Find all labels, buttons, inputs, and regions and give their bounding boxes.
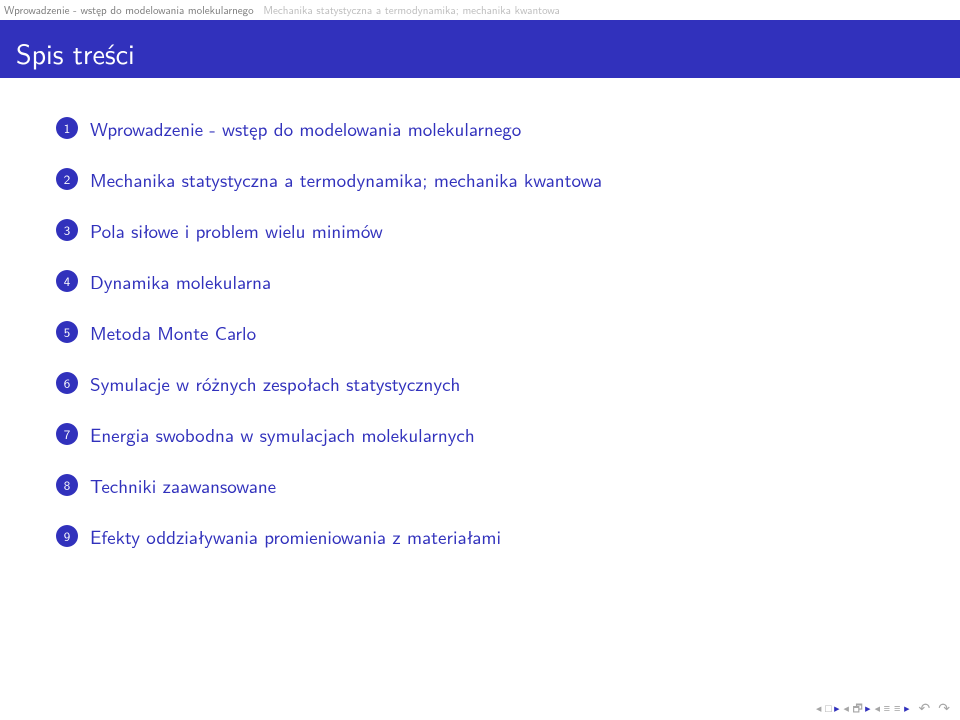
toc-item[interactable]: 8 Techniki zaawansowane — [56, 471, 920, 499]
nav-redo-icon[interactable]: ↷ — [938, 698, 950, 718]
toc-item[interactable]: 6 Symulacje w różnych zespołach statystyc… — [56, 369, 920, 397]
toc-label: Techniki zaawansowane — [90, 471, 276, 499]
toc-item[interactable]: 4 Dynamika molekularna — [56, 267, 920, 295]
toc-label: Wprowadzenie - wstęp do modelowania mole… — [90, 114, 521, 142]
toc-number: 7 — [64, 428, 71, 441]
toc-number: 4 — [64, 275, 71, 288]
nav-undo-icon[interactable]: ↶ — [919, 698, 931, 718]
toc-label: Symulacje w różnych zespołach statystycz… — [90, 369, 460, 397]
toc-item[interactable]: 3 Pola siłowe i problem wielu minimów — [56, 216, 920, 244]
toc-bullet: 2 — [56, 168, 78, 190]
toc-bullet: 5 — [56, 321, 78, 343]
breadcrumb-nav: Wprowadzenie - wstęp do modelowania mole… — [0, 0, 960, 20]
nav-first-icon[interactable]: ◀ □ ▶ — [815, 703, 840, 714]
toc-label: Energia swobodna w symulacjach molekular… — [90, 420, 475, 448]
toc-bullet: 4 — [56, 270, 78, 292]
nav-slide-fwd-icon[interactable]: ≡ ▶ — [893, 703, 910, 714]
toc-number: 2 — [64, 173, 71, 186]
toc-item[interactable]: 2 Mechanika statystyczna a termodynamika;… — [56, 165, 920, 193]
toc-bullet: 1 — [56, 117, 78, 139]
nav-controls: ◀ □ ▶ ◀ 🗗 ▶ ◀ ≡ ≡ ▶ ↶ ↷ — [815, 698, 950, 718]
toc-item[interactable]: 9 Efekty oddziaływania promieniowania z m… — [56, 522, 920, 550]
toc-item[interactable]: 7 Energia swobodna w symulacjach molekula… — [56, 420, 920, 448]
toc-number: 5 — [64, 326, 71, 339]
nav-slide-back-icon[interactable]: ◀ ≡ — [874, 703, 891, 714]
toc-number: 1 — [64, 122, 71, 135]
toc-label: Efekty oddziaływania promieniowania z ma… — [90, 522, 501, 550]
toc-label: Pola siłowe i problem wielu minimów — [90, 216, 383, 244]
toc-bullet: 7 — [56, 423, 78, 445]
breadcrumb-current-section[interactable]: Wprowadzenie - wstęp do modelowania mole… — [4, 2, 254, 18]
nav-section-icon[interactable]: ◀ 🗗 ▶ — [842, 703, 871, 714]
toc-number: 9 — [64, 530, 71, 543]
toc-item[interactable]: 5 Metoda Monte Carlo — [56, 318, 920, 346]
toc-bullet: 6 — [56, 372, 78, 394]
toc-bullet: 3 — [56, 219, 78, 241]
beamer-nav-bar: ◀ □ ▶ ◀ 🗗 ▶ ◀ ≡ ≡ ▶ ↶ ↷ — [815, 696, 960, 720]
toc-bullet: 9 — [56, 525, 78, 547]
toc-item[interactable]: 1 Wprowadzenie - wstęp do modelowania mol… — [56, 114, 920, 142]
frame-title: Spis treści — [0, 20, 960, 78]
toc-label: Metoda Monte Carlo — [90, 318, 256, 346]
page-title: Spis treści — [16, 32, 135, 73]
toc-label: Mechanika statystyczna a termodynamika; … — [90, 165, 602, 193]
toc-number: 8 — [64, 479, 71, 492]
toc-list: 1 Wprowadzenie - wstęp do modelowania mol… — [0, 78, 960, 550]
toc-number: 6 — [64, 377, 71, 390]
toc-label: Dynamika molekularna — [90, 267, 271, 295]
toc-number: 3 — [64, 224, 71, 237]
toc-bullet: 8 — [56, 474, 78, 496]
breadcrumb-next-section[interactable]: Mechanika statystyczna a termodynamika; … — [263, 2, 559, 18]
